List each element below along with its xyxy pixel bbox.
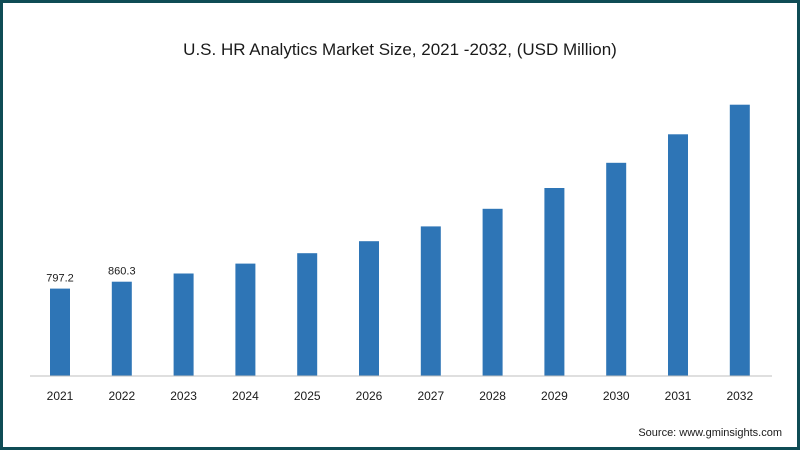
x-tick-label-2021: 2021 bbox=[47, 389, 74, 403]
x-tick-label-2032: 2032 bbox=[726, 389, 753, 403]
x-tick-label-2030: 2030 bbox=[603, 389, 630, 403]
data-labels-group: 797.2 860.3 bbox=[46, 266, 135, 285]
x-tick-label-2029: 2029 bbox=[541, 389, 568, 403]
bar-2025 bbox=[297, 253, 318, 376]
bars-group bbox=[50, 104, 750, 376]
bar-2027 bbox=[420, 226, 441, 376]
x-tick-label-2028: 2028 bbox=[479, 389, 506, 403]
x-tick-label-2027: 2027 bbox=[417, 389, 444, 403]
bar-2031 bbox=[668, 134, 688, 376]
bar-2022 bbox=[111, 281, 132, 376]
x-tick-label-2025: 2025 bbox=[294, 389, 321, 403]
bar-2024 bbox=[235, 263, 256, 376]
bar-2023 bbox=[173, 273, 194, 376]
source-note: Source: www.gminsights.com bbox=[638, 427, 782, 439]
x-tick-label-2024: 2024 bbox=[232, 389, 259, 403]
x-tick-label-2022: 2022 bbox=[108, 389, 135, 403]
bar-2021 bbox=[50, 288, 70, 376]
bar-2032 bbox=[729, 104, 750, 376]
bar-2026 bbox=[359, 241, 379, 376]
bar-2029 bbox=[544, 188, 565, 376]
bar-2030 bbox=[606, 162, 627, 376]
chart-title: U.S. HR Analytics Market Size, 2021 -203… bbox=[183, 40, 617, 59]
x-tick-label-2023: 2023 bbox=[170, 389, 197, 403]
x-tick-label-2031: 2031 bbox=[665, 389, 692, 403]
x-tick-label-2026: 2026 bbox=[356, 389, 383, 403]
bar-2028 bbox=[482, 208, 503, 376]
data-label-2021: 797.2 bbox=[46, 273, 74, 285]
x-tick-labels-group: 2021 2022 2023 2024 2025 2026 2027 2028 2029 2030… bbox=[47, 389, 754, 403]
data-label-2022: 860.3 bbox=[108, 266, 136, 278]
